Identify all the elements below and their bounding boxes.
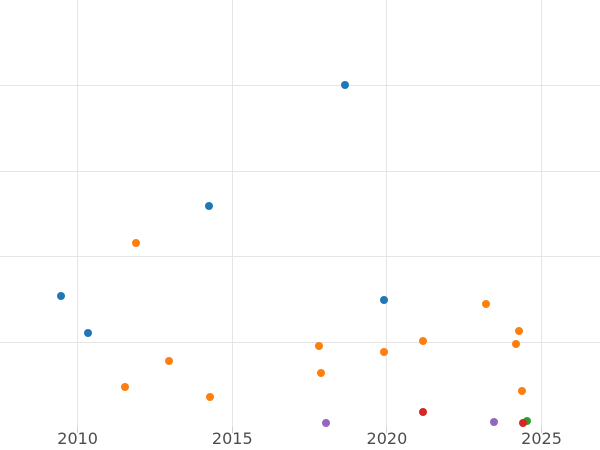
gridline-horizontal	[0, 170, 600, 172]
data-point-orange	[317, 368, 326, 377]
gridline-horizontal	[0, 256, 600, 257]
data-point-orange	[206, 392, 214, 401]
data-point-orange	[511, 339, 520, 348]
gridline-horizontal	[0, 341, 600, 343]
gridline-vertical	[77, 0, 79, 428]
data-point-blue	[379, 296, 388, 305]
data-point-orange	[120, 383, 129, 392]
data-point-blue	[56, 291, 65, 300]
data-point-red	[518, 419, 527, 428]
x-tick-label: 2025	[521, 429, 562, 448]
data-point-orange	[132, 238, 141, 247]
gridline-horizontal	[0, 85, 600, 86]
data-point-red	[418, 408, 427, 417]
data-point-blue	[340, 80, 349, 89]
gridline-vertical	[386, 0, 388, 428]
data-point-orange	[481, 300, 490, 309]
data-point-orange	[418, 337, 427, 346]
data-point-orange	[314, 342, 323, 351]
data-point-purple	[489, 418, 498, 427]
x-tick-mark	[541, 427, 543, 433]
data-point-orange	[514, 326, 523, 335]
data-point-orange	[379, 348, 388, 357]
x-tick-label: 2015	[211, 429, 253, 448]
plot-area	[0, 0, 600, 428]
data-point-blue	[83, 329, 92, 338]
x-tick-label: 2020	[366, 429, 408, 448]
x-tick-label: 2010	[57, 429, 98, 448]
x-tick-mark	[231, 427, 233, 433]
data-point-orange	[164, 356, 173, 365]
x-tick-mark	[77, 427, 79, 433]
data-point-orange	[517, 386, 526, 395]
data-point-purple	[321, 419, 330, 428]
x-tick-mark	[386, 427, 388, 433]
gridline-vertical	[541, 0, 543, 428]
data-point-blue	[205, 202, 214, 211]
gridline-vertical	[231, 0, 233, 428]
